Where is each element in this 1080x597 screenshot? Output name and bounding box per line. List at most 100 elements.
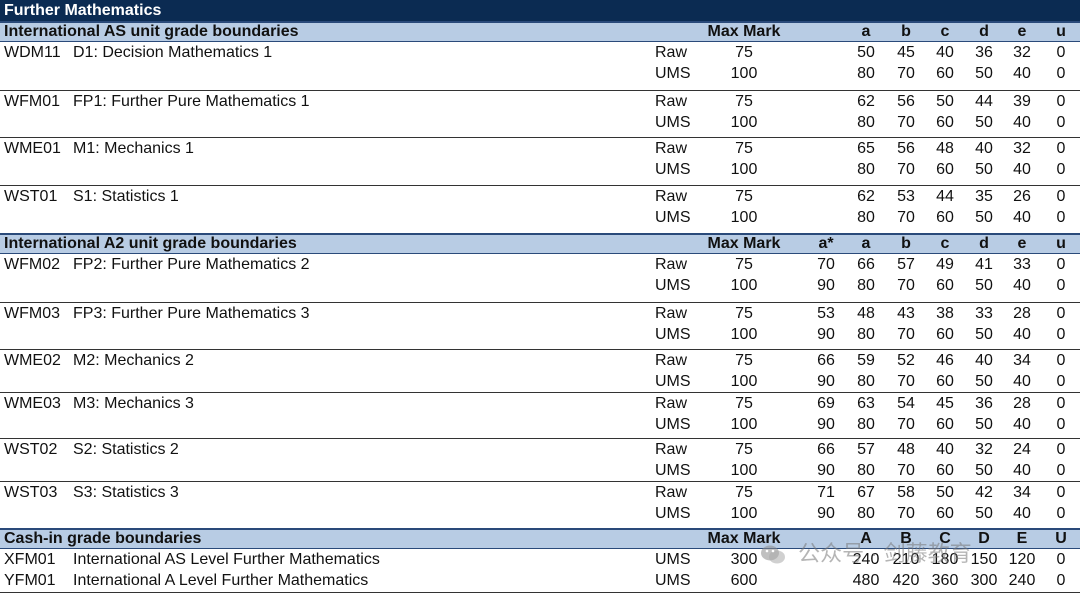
ums-grade-value: 60 [936,326,954,343]
raw-grade-value: 50 [936,93,954,110]
grade-header: u [1056,235,1066,252]
raw-label: Raw [655,352,688,369]
ums-grade-value: 40 [1013,505,1031,522]
grade-header: U [1055,530,1067,547]
ums-grade-value: 60 [936,209,954,226]
ums-grade-value: 60 [936,65,954,82]
grade-value: 240 [1008,572,1036,589]
raw-grade-value: 62 [857,188,875,205]
raw-grade-value: 32 [1013,44,1031,61]
ums-grade-value: 0 [1056,161,1066,178]
raw-grade-value: 40 [975,352,993,369]
raw-grade-value: 0 [1056,484,1066,501]
raw-grade-value: 43 [897,305,915,322]
ums-label: UMS [655,373,691,390]
ums-grade-value: 80 [857,277,875,294]
ums-max-mark: 100 [730,277,758,294]
ums-grade-value: 60 [936,505,954,522]
ums-max-mark: 100 [730,209,758,226]
ums-grade-value: 80 [857,505,875,522]
raw-max-mark: 75 [735,305,753,322]
ums-grade-value: 0 [1056,326,1066,343]
raw-max-mark: 75 [735,44,753,61]
ums-label: UMS [655,326,691,343]
unit-row: WFM02 FP2: Further Pure Mathematics 2 Raw 7… [0,254,1080,302]
grade-header: a [861,23,871,40]
ums-max-mark: 100 [730,326,758,343]
grade-value: 210 [892,551,920,568]
raw-grade-value: 38 [936,305,954,322]
ums-max-mark: 100 [730,114,758,131]
ums-grade-value: 90 [817,373,835,390]
unit-row: WFM01 FP1: Further Pure Mathematics 1 Raw 7… [0,90,1080,138]
grade-value: 360 [931,572,959,589]
section-heading: International AS unit grade boundaries [4,23,299,40]
unit-row: WST02 S2: Statistics 2 Raw 75 66 57 48 40 32 24 0 U… [0,438,1080,482]
grade-value: 420 [892,572,920,589]
max-mark-header: Max Mark [707,530,781,547]
raw-grade-value: 58 [897,484,915,501]
ums-grade-value: 0 [1056,373,1066,390]
ums-grade-value: 70 [897,277,915,294]
ums-grade-value: 50 [975,505,993,522]
raw-grade-value: 45 [897,44,915,61]
raw-label: Raw [655,484,688,501]
unit-row: WME02 M2: Mechanics 2 Raw 75 66 59 52 46 40 34 0 UM… [0,349,1080,393]
watermark-text: 公众号 · 剑藤教育 [798,541,972,566]
raw-grade-value: 28 [1013,395,1031,412]
raw-grade-value: 66 [817,352,835,369]
unit-name: FP1: Further Pure Mathematics 1 [73,93,310,110]
grade-header: C [939,530,951,547]
raw-label: Raw [655,256,688,273]
section-heading: Cash-in grade boundaries [4,530,202,547]
page-title: Further Mathematics [0,0,1080,21]
ums-grade-value: 70 [897,373,915,390]
grade-header: c [940,23,950,40]
ums-max-mark: 100 [730,161,758,178]
grade-header: e [1017,235,1027,252]
raw-grade-value: 53 [897,188,915,205]
raw-grade-value: 0 [1056,188,1066,205]
raw-grade-value: 48 [936,140,954,157]
ums-grade-value [804,160,848,180]
grade-header: a [861,235,871,252]
ums-grade-value: 40 [1013,416,1031,433]
ums-max-mark: 100 [730,416,758,433]
ums-grade-value: 0 [1056,462,1066,479]
raw-max-mark: 75 [735,352,753,369]
ums-grade-value: 0 [1056,65,1066,82]
raw-grade-value: 69 [817,395,835,412]
cash-in-row: YFM01 International A Level Further Mathe… [0,571,1080,592]
grade-value: 120 [1008,551,1036,568]
raw-grade-value: 71 [817,484,835,501]
ums-grade-value: 70 [897,209,915,226]
raw-grade-value: 48 [897,441,915,458]
raw-grade-value: 56 [897,140,915,157]
grade-header: b [901,235,911,252]
unit-name: FP3: Further Pure Mathematics 3 [73,305,310,322]
section-header: Cash-in grade boundaries Max Mark A B C D E U [0,528,1080,549]
grade-header: u [1056,23,1066,40]
ums-grade-value [804,208,848,228]
ums-grade-value: 50 [975,161,993,178]
ums-grade-value: 90 [817,277,835,294]
ums-grade-value [804,113,848,133]
raw-grade-value: 34 [1013,352,1031,369]
ums-grade-value: 40 [1013,65,1031,82]
grade-header: c [940,235,950,252]
raw-grade-value: 32 [1013,140,1031,157]
ums-label: UMS [655,161,691,178]
section-header: International AS unit grade boundaries Ma… [0,21,1080,42]
ums-grade-value: 90 [817,462,835,479]
unit-name: M3: Mechanics 3 [73,395,194,412]
unit-row: WST01 S1: Statistics 1 Raw 75 62 53 44 35 26 0 UMS… [0,185,1080,234]
ums-grade-value: 40 [1013,114,1031,131]
ums-max-mark: 100 [730,373,758,390]
raw-grade-value: 57 [857,441,875,458]
ums-grade-value: 0 [1056,114,1066,131]
unit-code: WME01 [4,140,61,157]
ums-grade-value: 50 [975,277,993,294]
ums-grade-value: 40 [1013,462,1031,479]
raw-grade-value: 36 [975,44,993,61]
ums-label: UMS [655,277,691,294]
